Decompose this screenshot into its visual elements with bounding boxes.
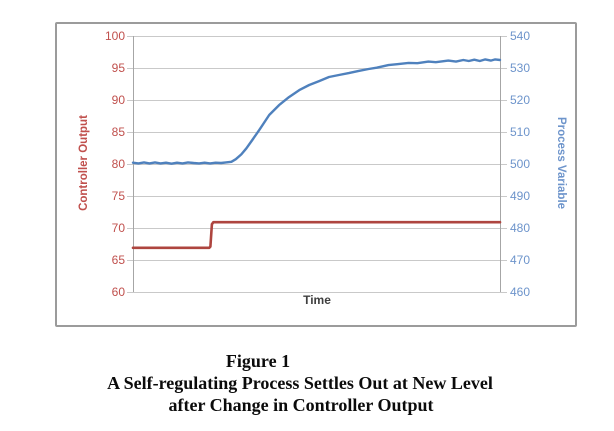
gridline [127, 259, 507, 261]
left-axis-tick-label: 75 [111, 189, 125, 203]
right-axis-tick-label: 500 [510, 157, 531, 171]
right-axis-tick-label: 480 [510, 221, 531, 235]
plot-area: Controller Output Process Variable Time … [78, 29, 567, 307]
right-axis-tick-label: 510 [510, 125, 531, 139]
right-y-axis-title: Process Variable [555, 116, 567, 210]
right-y-axis-line [500, 36, 501, 292]
left-axis-tick-label: 100 [104, 29, 125, 43]
right-axis-tick-label: 540 [510, 29, 531, 43]
right-axis-tick-label: 520 [510, 93, 531, 107]
figure-caption-title-line2: after Change in Controller Output [168, 395, 434, 415]
figure-caption-number: Figure 1 [225, 351, 291, 371]
left-axis-tick-label: 70 [111, 221, 125, 235]
gridline [127, 35, 507, 37]
left-axis-tick-label: 80 [111, 157, 125, 171]
chart-series-canvas [131, 58, 502, 250]
left-axis-tick-label: 90 [111, 93, 125, 107]
gridline [127, 227, 507, 229]
left-y-axis-line [133, 36, 134, 292]
gridline [127, 291, 507, 293]
x-axis-title: Time [303, 293, 331, 307]
figure-chart-frame: Controller Output Process Variable Time … [55, 22, 577, 327]
left-axis-tick-label: 60 [111, 285, 125, 299]
left-axis-tick-label: 85 [111, 125, 125, 139]
figure-caption-title-line1: A Self-regulating Process Settles Out at… [107, 373, 493, 393]
right-axis-tick-label: 470 [510, 253, 531, 267]
left-axis-tick-label: 95 [111, 61, 125, 75]
gridline [127, 195, 507, 197]
gridline [127, 163, 507, 165]
gridline [127, 131, 507, 133]
series-line-process-variable [131, 58, 502, 165]
left-axis-tick-label: 65 [111, 253, 125, 267]
right-axis-tick-label: 490 [510, 189, 531, 203]
gridline [127, 67, 507, 69]
gridline [127, 99, 507, 101]
right-axis-tick-label: 530 [510, 61, 531, 75]
series-line-controller-output [131, 220, 502, 250]
right-axis-tick-label: 460 [510, 285, 531, 299]
